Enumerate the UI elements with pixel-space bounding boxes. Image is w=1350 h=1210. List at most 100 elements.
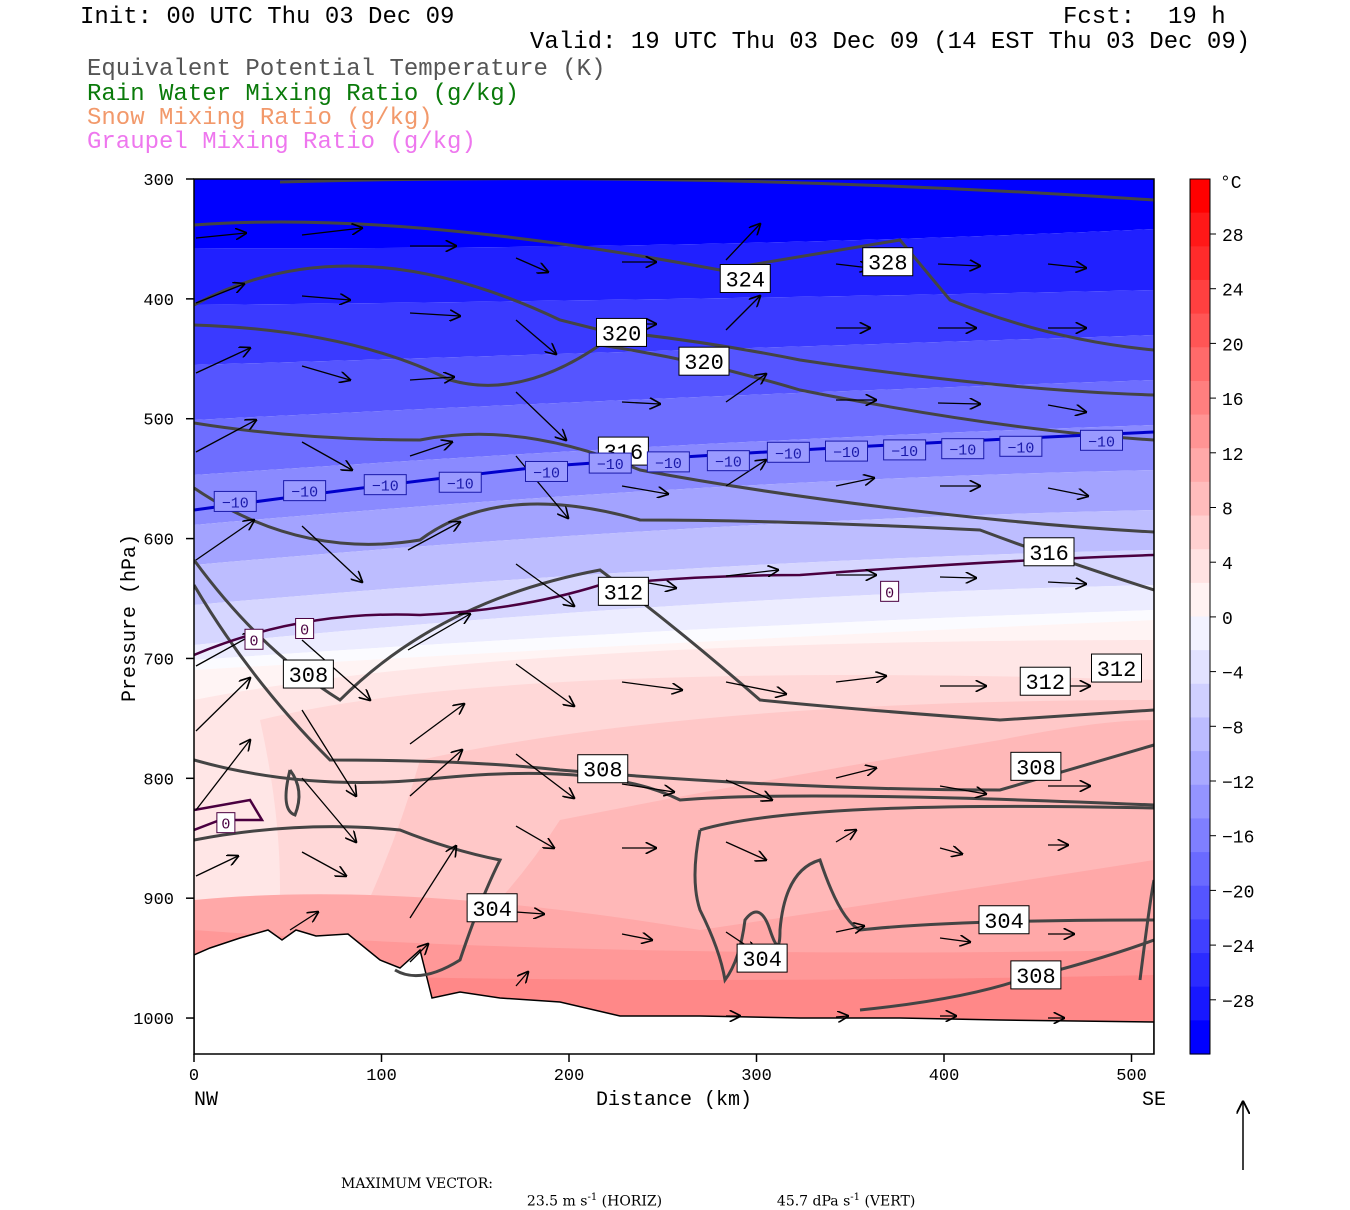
temp-band bbox=[194, 585, 1154, 660]
theta-e-label-box bbox=[1010, 960, 1062, 990]
colorbar-swatch bbox=[1190, 784, 1210, 820]
colorbar-tick-label: 20 bbox=[1222, 336, 1244, 356]
isotherm-label-box bbox=[999, 435, 1043, 457]
temp-band bbox=[194, 380, 1154, 475]
y-tick-label: 300 bbox=[143, 172, 174, 191]
cross-section-chart: 3283243203203163163123123123083083083083… bbox=[119, 172, 1254, 1170]
colorbar-swatch bbox=[1190, 919, 1210, 954]
wind-vector bbox=[195, 348, 250, 374]
wind-vector bbox=[515, 319, 556, 354]
y-tick-label: 800 bbox=[143, 771, 174, 790]
wind-vector bbox=[939, 848, 962, 854]
wind-vector bbox=[301, 525, 362, 582]
isotherm-label-box bbox=[244, 628, 264, 650]
isotherm-label: −10 bbox=[1088, 434, 1115, 451]
colorbar-swatch bbox=[1190, 1020, 1210, 1055]
wind-vector bbox=[515, 663, 574, 706]
wind-vector bbox=[725, 570, 778, 576]
legend-graupel: Graupel Mixing Ratio (g/kg) bbox=[87, 129, 476, 156]
wind-vector bbox=[725, 460, 766, 487]
wind-vector bbox=[937, 403, 980, 404]
theta-e-label: 304 bbox=[984, 910, 1024, 935]
x-tick-label: 500 bbox=[1116, 1067, 1147, 1086]
colorbar-swatch bbox=[1190, 212, 1210, 247]
colorbar-swatch bbox=[1190, 279, 1210, 315]
valid-time: Valid: 19 UTC Thu 03 Dec 09 (14 EST Thu … bbox=[530, 29, 1251, 56]
theta-e-label: 304 bbox=[742, 948, 782, 973]
theta-e-label: 312 bbox=[604, 581, 644, 606]
isotherm-label-box bbox=[941, 438, 985, 460]
isotherm-zero bbox=[194, 798, 265, 832]
wind-vector bbox=[301, 639, 370, 700]
theta-e-label: 320 bbox=[684, 351, 724, 376]
theta-e-label-box bbox=[1019, 666, 1071, 696]
isotherm-label: −10 bbox=[533, 465, 560, 482]
wind-vector bbox=[195, 233, 246, 238]
wind-vector bbox=[301, 296, 350, 300]
colorbar-swatch bbox=[1190, 852, 1210, 887]
theta-e-label-box bbox=[466, 893, 518, 923]
theta-e-contour bbox=[194, 421, 1154, 534]
theta-e-label-box bbox=[1010, 751, 1062, 781]
wind-vector bbox=[725, 841, 766, 860]
theta-e-contour bbox=[194, 825, 503, 978]
legend-rain: Rain Water Mixing Ratio (g/kg) bbox=[87, 81, 520, 108]
wind-vector bbox=[939, 938, 970, 942]
wind-vector bbox=[301, 228, 362, 236]
colorbar-swatch bbox=[1190, 616, 1210, 651]
isotherm-label: 0 bbox=[249, 633, 258, 650]
forecast-hour: 19 h bbox=[1168, 4, 1226, 31]
wind-vector bbox=[301, 777, 356, 842]
theta-e-label: 328 bbox=[868, 252, 908, 277]
wind-vector bbox=[1047, 405, 1086, 412]
colorbar-swatch bbox=[1190, 818, 1210, 853]
isotherm-label-box bbox=[295, 617, 315, 639]
wind-vector bbox=[725, 296, 760, 331]
isotherm-label-box bbox=[363, 474, 407, 496]
isotherm-labels: −10 −10 −10 −10 −10 −10 −10 −10 −10 −10 −10 −10 −10 −… bbox=[213, 429, 1123, 834]
vector-scale-key bbox=[1175, 1102, 1243, 1170]
colorbar-swatch bbox=[1190, 953, 1210, 988]
wind-vector bbox=[515, 391, 566, 440]
theta-e-label-box bbox=[719, 263, 771, 293]
colorbar-swatch bbox=[1190, 481, 1210, 517]
temp-band bbox=[194, 229, 1154, 305]
colorbar-swatch bbox=[1190, 582, 1210, 618]
colorbar-tick-label: 0 bbox=[1222, 610, 1233, 630]
max-vector-vert: 45.7 dPa s-1 (VERT) bbox=[768, 1176, 915, 1210]
colorbar-tick-label: −16 bbox=[1222, 829, 1254, 849]
wind-vector bbox=[835, 676, 886, 682]
wind-vector bbox=[301, 851, 346, 876]
theta-e-contour bbox=[284, 769, 301, 817]
colorbar-swatch bbox=[1190, 448, 1210, 483]
isotherm-label-box bbox=[825, 440, 868, 462]
theta-e-label: 316 bbox=[1029, 542, 1069, 567]
wind-vector bbox=[515, 753, 574, 798]
temp-band bbox=[194, 510, 1154, 605]
isotherm-label: −10 bbox=[372, 479, 399, 496]
wind-vector bbox=[301, 365, 350, 380]
wind-vector bbox=[409, 442, 452, 457]
x-axis-label: Distance (km) bbox=[596, 1089, 752, 1112]
isotherm-label: −10 bbox=[655, 456, 682, 473]
colorbar-swatch bbox=[1190, 246, 1210, 281]
pressure-axis: 300 400 500 600 700 800 900 1000 bbox=[133, 172, 194, 1030]
plot-frame bbox=[193, 178, 1155, 1055]
colorbar-swatch bbox=[1190, 380, 1210, 416]
y-tick-label: 600 bbox=[143, 532, 174, 551]
isotherm-label: −10 bbox=[775, 446, 802, 463]
colorbar-swatch bbox=[1190, 414, 1210, 449]
wind-vector bbox=[195, 678, 250, 732]
y-tick-label: 400 bbox=[143, 292, 174, 311]
forecast-label: Fcst: bbox=[1063, 4, 1136, 31]
theta-e-label: 308 bbox=[289, 664, 329, 689]
isotherm-label: −10 bbox=[1007, 440, 1034, 457]
colorbar-swatch bbox=[1190, 717, 1210, 752]
isotherm-label-box bbox=[588, 452, 632, 474]
theta-e-label: 308 bbox=[1016, 756, 1056, 781]
temp-band bbox=[194, 335, 1154, 420]
wind-vector bbox=[515, 972, 528, 987]
wind-vector bbox=[195, 634, 254, 667]
wind-vector bbox=[725, 779, 772, 800]
colorbar-tick-label: 8 bbox=[1222, 501, 1233, 521]
